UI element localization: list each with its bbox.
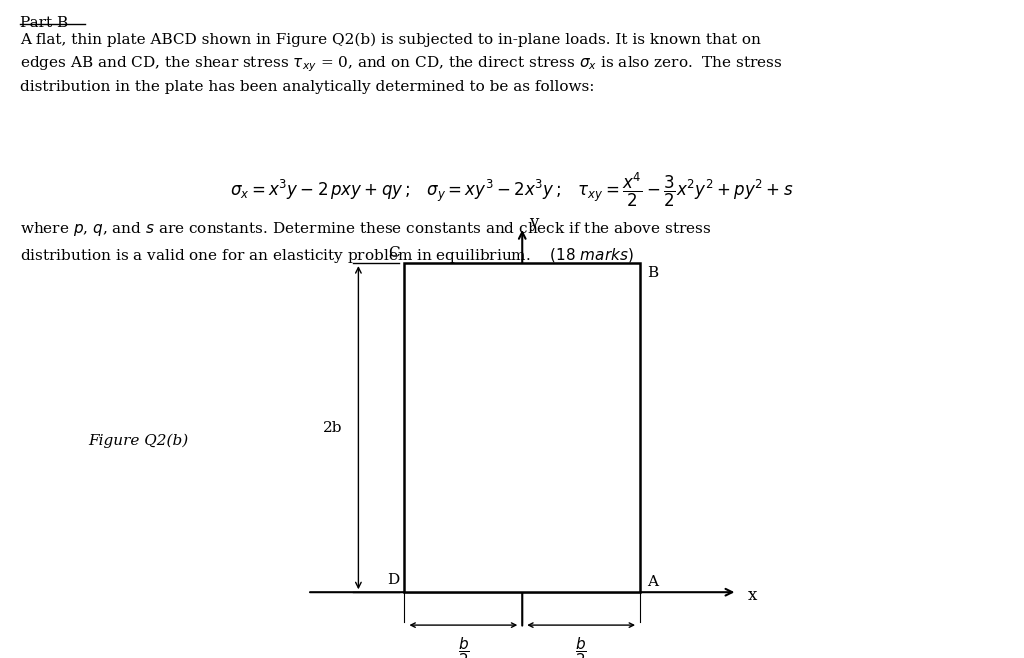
Text: $\sigma_x = x^3y - 2\,pxy + qy\,;\;\;\;\sigma_y = xy^3 - 2x^3y\,;\;\;\;\tau_{xy}: $\sigma_x = x^3y - 2\,pxy + qy\,;\;\;\;\… (230, 171, 794, 209)
Text: Figure Q2(b): Figure Q2(b) (88, 434, 188, 448)
Text: 2b: 2b (323, 420, 343, 435)
Text: A: A (647, 575, 658, 589)
Text: y: y (529, 214, 539, 231)
Text: C: C (388, 246, 399, 260)
Text: B: B (647, 266, 658, 280)
Text: A flat, thin plate ABCD shown in Figure Q2(b) is subjected to in-plane loads. It: A flat, thin plate ABCD shown in Figure … (20, 33, 783, 94)
Text: $\dfrac{b}{2}$: $\dfrac{b}{2}$ (458, 635, 469, 658)
Text: $\dfrac{b}{2}$: $\dfrac{b}{2}$ (575, 635, 587, 658)
Text: x: x (748, 587, 757, 604)
Bar (404, 263, 640, 592)
Text: where $p$, $q$, and $s$ are constants. Determine these constants and check if th: where $p$, $q$, and $s$ are constants. D… (20, 220, 712, 265)
Text: D: D (387, 573, 399, 587)
Text: Part B: Part B (20, 16, 69, 30)
